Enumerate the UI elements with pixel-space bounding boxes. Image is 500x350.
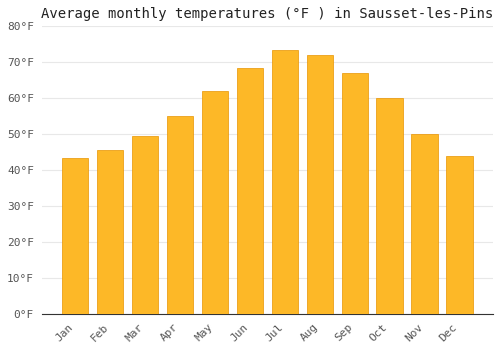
Bar (376, 98, 402, 314)
Bar (342, 73, 367, 314)
Bar (132, 136, 158, 314)
Bar (306, 55, 333, 314)
Title: Average monthly temperatures (°F ) in Sausset-les-Pins: Average monthly temperatures (°F ) in Sa… (41, 7, 494, 21)
Bar (202, 91, 228, 314)
Bar (272, 50, 298, 314)
Bar (97, 150, 123, 314)
Bar (412, 134, 438, 314)
Bar (62, 158, 88, 314)
Bar (446, 156, 472, 314)
Bar (237, 68, 263, 314)
Bar (167, 116, 193, 314)
